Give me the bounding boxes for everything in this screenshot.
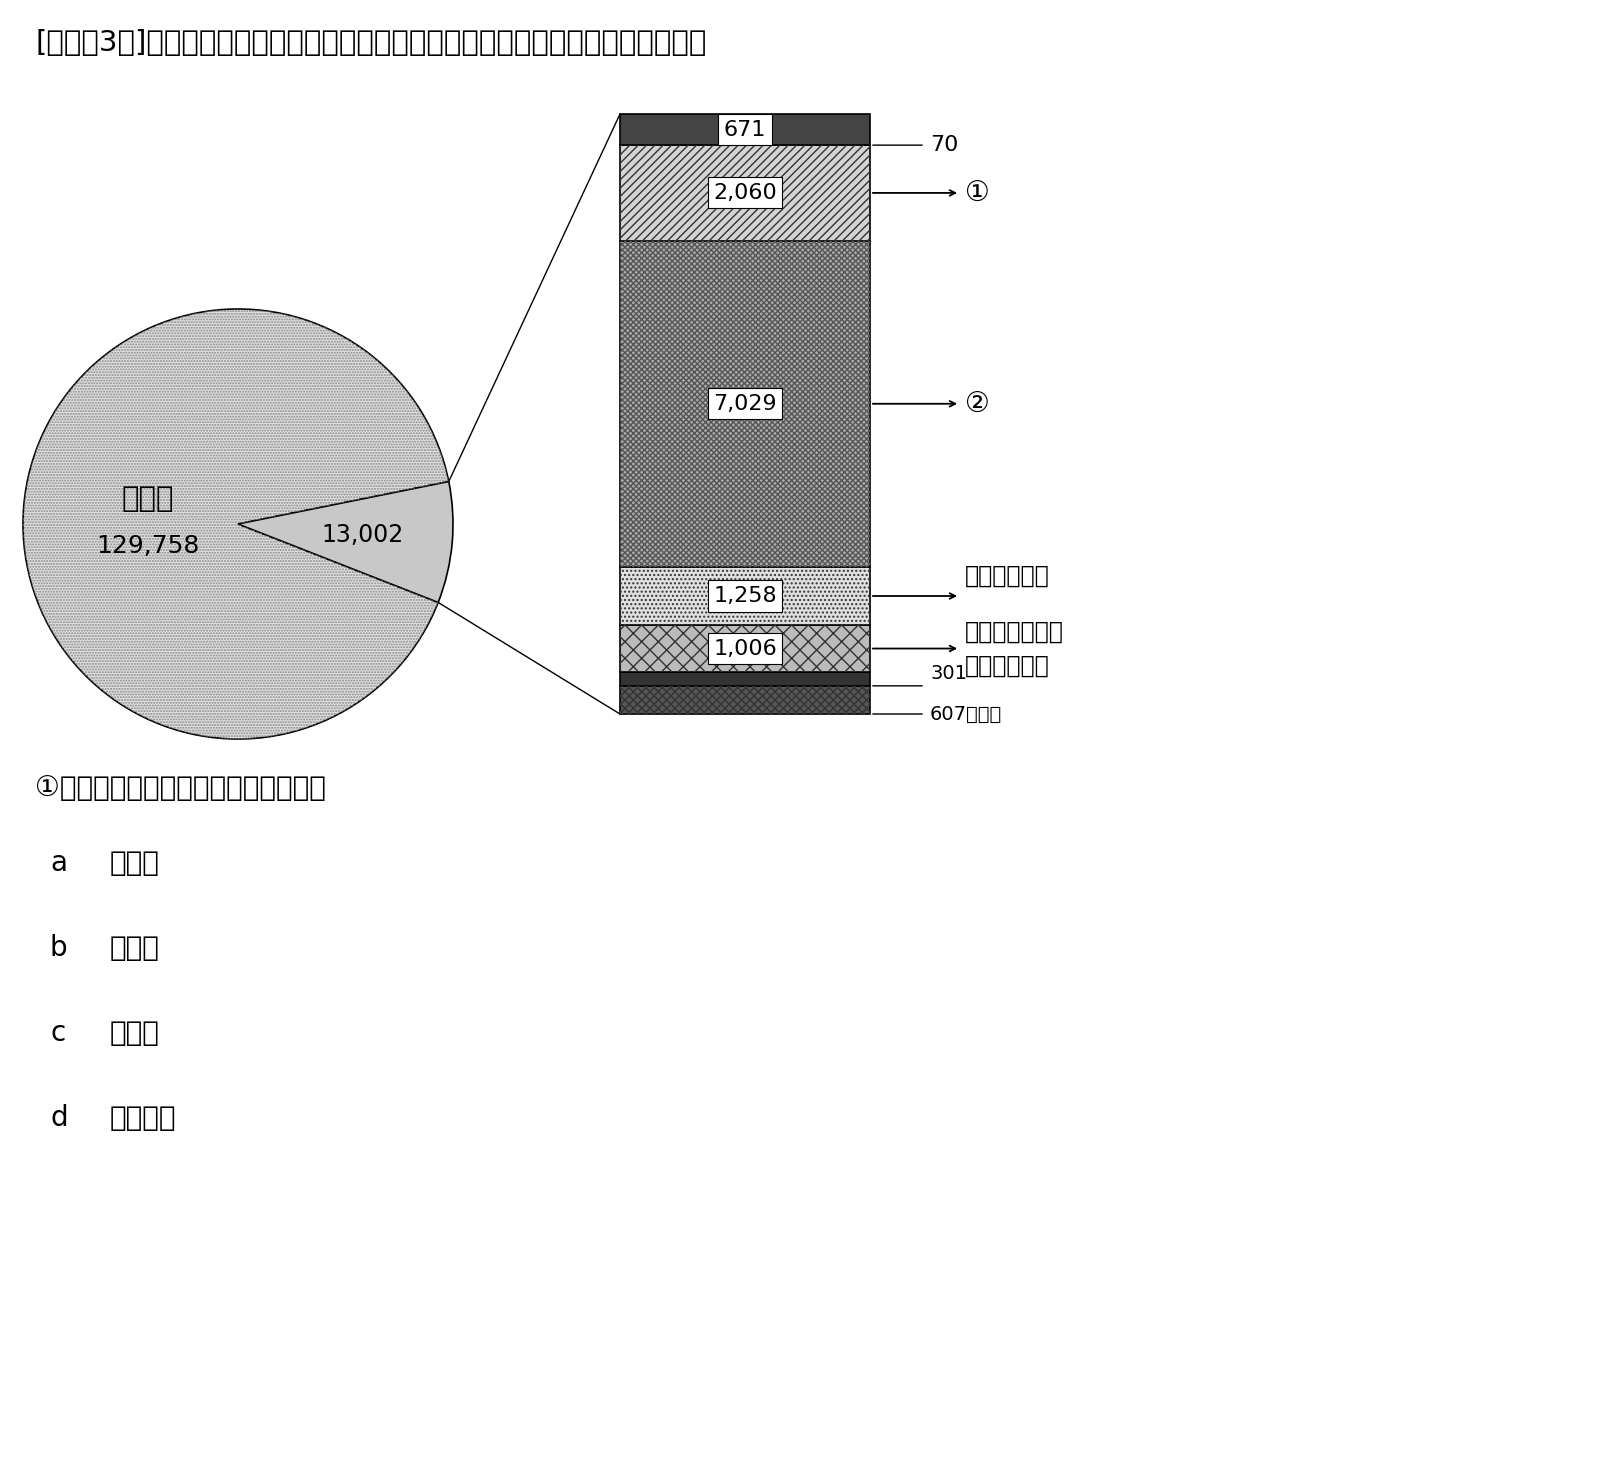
Text: 2,060: 2,060 [714,183,776,203]
Text: 介護保険施設: 介護保険施設 [966,564,1049,588]
Text: [問題　3４]　令和２年末現在における就業場所別の就業歯科衛生士数を図に示す。: [問題 3４] 令和２年末現在における就業場所別の就業歯科衛生士数を図に示す。 [35,30,706,56]
Text: 70: 70 [930,135,958,156]
Text: 301: 301 [930,663,967,683]
Bar [621,686,869,714]
Bar [621,625,869,672]
Bar [621,240,869,567]
Bar [621,145,869,240]
Text: 事業所: 事業所 [111,933,160,962]
Text: a: a [50,849,67,877]
Text: 1,258: 1,258 [714,586,776,605]
Text: 市区町村: 市区町村 [111,1104,176,1132]
Text: d: d [50,1104,67,1132]
Text: ①に該当するのはどれか。１つ選べ。: ①に該当するのはどれか。１つ選べ。 [35,775,326,801]
Text: 607（人）: 607（人） [930,705,1002,724]
Bar [621,567,869,625]
Wedge shape [22,309,449,739]
Text: 671: 671 [723,120,767,139]
Bar [621,567,869,625]
Text: 129,758: 129,758 [96,534,199,558]
Text: 1,006: 1,006 [714,638,776,659]
Bar [621,686,869,714]
Text: 歯科衛生士学校: 歯科衛生士学校 [966,619,1063,644]
Text: 7,029: 7,029 [714,393,776,414]
Text: c: c [50,1020,66,1048]
Bar [621,145,869,240]
Bar [621,672,869,686]
Text: ②: ② [966,390,990,418]
Text: 保健所: 保健所 [111,1020,160,1048]
Bar [621,625,869,672]
Text: または養成所: または養成所 [966,653,1049,678]
Bar [621,114,869,145]
Text: 病　院: 病 院 [111,849,160,877]
Text: 13,002: 13,002 [321,522,403,548]
Bar [621,240,869,567]
Wedge shape [237,481,452,603]
Text: 診療所: 診療所 [122,485,175,513]
Text: b: b [50,933,67,962]
Text: ①: ① [966,180,990,206]
